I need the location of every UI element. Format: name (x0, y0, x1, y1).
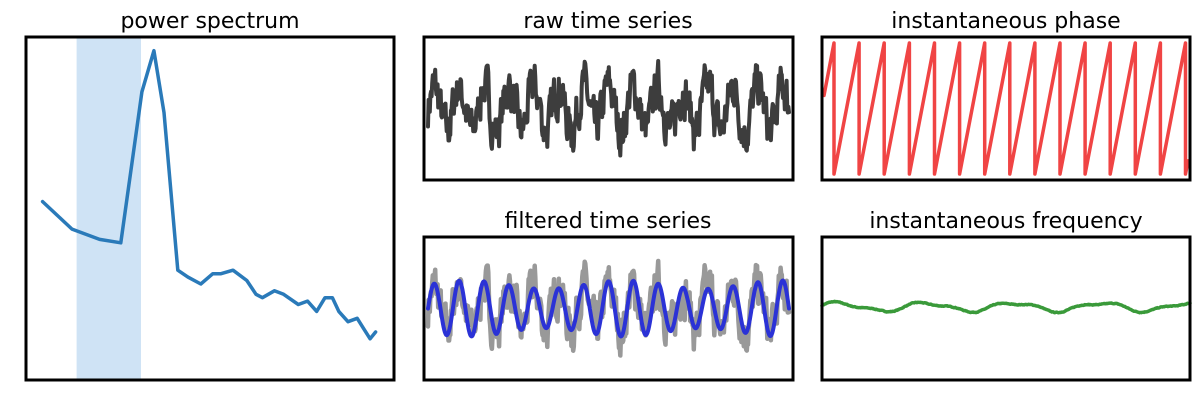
instantaneous-frequency-panel: instantaneous frequency (820, 209, 1192, 382)
filtered-time-series-panel: filtered time series (422, 209, 795, 382)
instantaneous-frequency-plot (820, 299, 1192, 315)
power-spectrum-title: power spectrum (120, 9, 299, 34)
instantaneous-frequency-frame (820, 235, 1192, 382)
power-spectrum-plot (40, 48, 378, 341)
raw-overlay-line (425, 258, 792, 358)
raw-time-series-line (426, 59, 791, 158)
instantaneous-phase-title: instantaneous phase (891, 9, 1120, 34)
instantaneous-phase-plot (822, 41, 1190, 176)
instantaneous-frequency-line (820, 299, 1192, 315)
filtered-time-series-frame (422, 235, 795, 382)
filtered-time-series-title: filtered time series (504, 209, 711, 234)
instantaneous-phase-frame (820, 35, 1192, 182)
raw-time-series-panel: raw time series (422, 9, 795, 182)
filtered-time-series-plot (425, 258, 792, 358)
power-spectrum-panel: power spectrum (24, 9, 396, 382)
highlight-band (76, 37, 141, 380)
raw-time-series-title: raw time series (523, 9, 692, 34)
power-spectrum-frame (24, 35, 396, 382)
filtered-line (426, 278, 791, 339)
instantaneous-frequency-title: instantaneous frequency (869, 209, 1142, 234)
raw-time-series-frame (422, 35, 795, 182)
instantaneous-phase-line (822, 41, 1190, 176)
instantaneous-phase-panel: instantaneous phase (820, 9, 1192, 182)
raw-time-series-plot (426, 59, 791, 158)
power-spectrum-line (40, 48, 378, 341)
